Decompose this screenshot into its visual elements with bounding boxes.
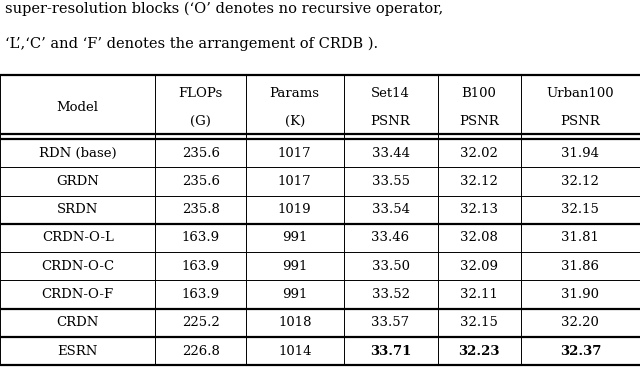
Text: 226.8: 226.8 (182, 345, 220, 357)
Text: 32.08: 32.08 (460, 232, 498, 244)
Text: PSNR: PSNR (371, 115, 410, 128)
Text: 32.23: 32.23 (458, 345, 500, 357)
Text: Params: Params (269, 87, 320, 99)
Text: super-resolution blocks (‘O’ denotes no recursive operator,: super-resolution blocks (‘O’ denotes no … (5, 2, 444, 16)
Text: ‘L’,‘C’ and ‘F’ denotes the arrangement of CRDB ).: ‘L’,‘C’ and ‘F’ denotes the arrangement … (5, 37, 378, 51)
Text: 32.37: 32.37 (559, 345, 601, 357)
Text: CRDN-O-L: CRDN-O-L (42, 232, 114, 244)
Text: 235.6: 235.6 (182, 175, 220, 188)
Text: RDN (base): RDN (base) (39, 147, 116, 160)
Text: SRDN: SRDN (57, 203, 99, 216)
Text: 32.12: 32.12 (460, 175, 498, 188)
Text: 1018: 1018 (278, 316, 312, 329)
Text: 32.02: 32.02 (460, 147, 498, 160)
Text: Model: Model (57, 101, 99, 114)
Text: 1014: 1014 (278, 345, 312, 357)
Text: 32.15: 32.15 (460, 316, 498, 329)
Text: 1019: 1019 (278, 203, 312, 216)
Text: B100: B100 (461, 87, 497, 99)
Text: 1017: 1017 (278, 147, 312, 160)
Text: (G): (G) (190, 115, 211, 128)
Text: 33.52: 33.52 (371, 288, 410, 301)
Text: ESRN: ESRN (58, 345, 98, 357)
Text: 31.94: 31.94 (561, 147, 599, 160)
Text: FLOPs: FLOPs (179, 87, 223, 99)
Text: 32.12: 32.12 (561, 175, 599, 188)
Text: GRDN: GRDN (56, 175, 99, 188)
Text: 33.71: 33.71 (370, 345, 411, 357)
Text: 235.6: 235.6 (182, 147, 220, 160)
Text: 1017: 1017 (278, 175, 312, 188)
Text: CRDN-O-F: CRDN-O-F (42, 288, 114, 301)
Text: PSNR: PSNR (460, 115, 499, 128)
Text: PSNR: PSNR (561, 115, 600, 128)
Text: 31.90: 31.90 (561, 288, 599, 301)
Text: Urban100: Urban100 (547, 87, 614, 99)
Text: 235.8: 235.8 (182, 203, 220, 216)
Text: 33.44: 33.44 (371, 147, 410, 160)
Text: (K): (K) (285, 115, 305, 128)
Text: 163.9: 163.9 (182, 232, 220, 244)
Text: 31.86: 31.86 (561, 260, 599, 273)
Text: CRDN: CRDN (56, 316, 99, 329)
Text: 33.54: 33.54 (371, 203, 410, 216)
Text: 32.15: 32.15 (561, 203, 599, 216)
Text: Set14: Set14 (371, 87, 410, 99)
Text: 163.9: 163.9 (182, 288, 220, 301)
Text: 32.09: 32.09 (460, 260, 498, 273)
Text: 225.2: 225.2 (182, 316, 220, 329)
Text: 32.13: 32.13 (460, 203, 498, 216)
Text: 33.46: 33.46 (371, 232, 410, 244)
Text: 33.50: 33.50 (371, 260, 410, 273)
Text: 991: 991 (282, 288, 307, 301)
Text: CRDN-O-C: CRDN-O-C (41, 260, 115, 273)
Text: 991: 991 (282, 260, 307, 273)
Text: 33.55: 33.55 (371, 175, 410, 188)
Text: 33.57: 33.57 (371, 316, 410, 329)
Text: 991: 991 (282, 232, 307, 244)
Text: 163.9: 163.9 (182, 260, 220, 273)
Text: 32.11: 32.11 (460, 288, 498, 301)
Text: 31.81: 31.81 (561, 232, 599, 244)
Text: 32.20: 32.20 (561, 316, 599, 329)
